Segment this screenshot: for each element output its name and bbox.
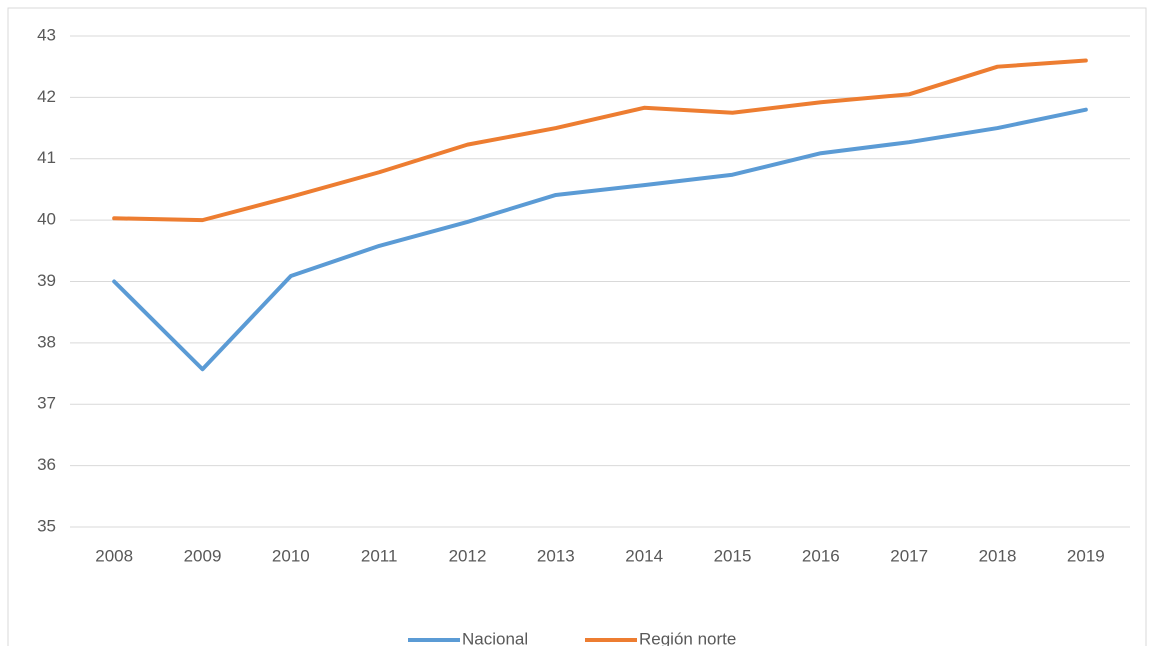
x-tick-label: 2011 <box>361 546 398 565</box>
y-tick-label: 38 <box>37 332 56 351</box>
y-tick-label: 35 <box>37 516 56 535</box>
y-tick-label: 36 <box>37 455 56 474</box>
x-tick-label: 2019 <box>1067 546 1105 565</box>
x-tick-label: 2014 <box>625 546 663 565</box>
x-tick-label: 2016 <box>802 546 840 565</box>
y-tick-label: 42 <box>37 87 56 106</box>
y-tick-label: 37 <box>37 394 56 413</box>
x-tick-label: 2010 <box>272 546 310 565</box>
legend-label: Nacional <box>462 629 528 646</box>
x-tick-label: 2008 <box>95 546 133 565</box>
series-line <box>112 107 1088 372</box>
chart-border <box>7 7 1147 651</box>
series-line <box>112 58 1088 223</box>
x-tick-label: 2018 <box>979 546 1017 565</box>
y-tick-label: 40 <box>37 210 56 229</box>
x-tick-label: 2012 <box>449 546 487 565</box>
x-tick-label: 2009 <box>184 546 222 565</box>
x-tick-label: 2015 <box>714 546 752 565</box>
x-tick-label: 2017 <box>890 546 928 565</box>
y-tick-label: 39 <box>37 271 56 290</box>
legend-label: Región norte <box>639 629 736 646</box>
x-tick-label: 2013 <box>537 546 575 565</box>
y-tick-label: 41 <box>37 148 56 167</box>
y-tick-label: 43 <box>37 25 56 44</box>
